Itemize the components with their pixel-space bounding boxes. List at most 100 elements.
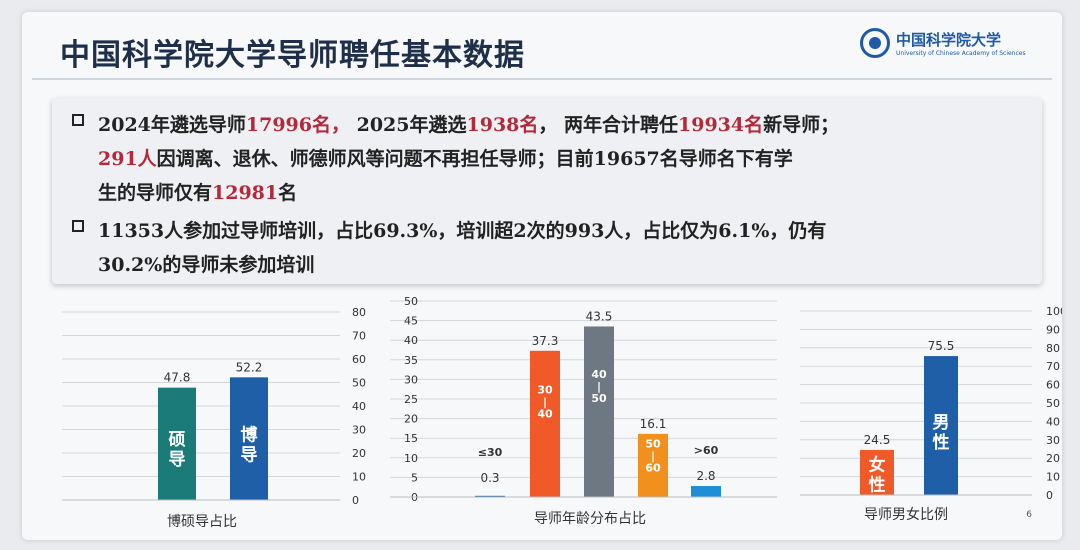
y-tick-label: 45	[404, 315, 418, 328]
y-tick-label: 90	[1046, 323, 1060, 336]
y-tick-label: 0	[1046, 489, 1053, 502]
text-segment: 2025年遴选	[350, 114, 467, 136]
bullet-2: 11353人参加过导师培训，占比69.3%，培训超2次的993人，占比仅为6.1…	[72, 216, 1032, 246]
highlight-removed-count: 291人	[98, 148, 157, 170]
data-label: 2.8	[696, 469, 715, 483]
bar	[691, 486, 721, 497]
y-tick-label: 30	[352, 424, 366, 437]
category-label: 导	[241, 445, 258, 465]
y-tick-label: 10	[352, 471, 366, 484]
square-bullet-icon	[72, 114, 84, 126]
bar	[860, 449, 894, 495]
y-tick-label: 20	[352, 447, 366, 460]
y-tick-label: 0	[352, 494, 359, 507]
y-tick-label: 60	[352, 353, 366, 366]
category-label: |	[597, 380, 601, 393]
bar	[475, 495, 505, 497]
university-logo: 中国科学院大学 University of Chinese Academy of…	[860, 26, 1060, 66]
y-tick-label: 40	[404, 334, 418, 347]
square-bullet-icon	[72, 220, 84, 232]
category-label: |	[543, 396, 547, 409]
y-tick-label: 60	[1046, 379, 1060, 392]
category-label: 30	[537, 384, 553, 397]
bullet-1: 2024年遴选导师17996名， 2025年遴选1938名， 两年合计聘任199…	[72, 110, 1032, 140]
title-divider	[32, 78, 1052, 80]
highlight-total-count: 19934名	[678, 114, 764, 136]
bar	[584, 326, 614, 497]
bar	[530, 350, 560, 497]
category-label: 博	[241, 424, 258, 445]
category-label: |	[651, 450, 655, 463]
bullet-2-line-1: 11353人参加过导师培训，占比69.3%，培训超2次的993人，占比仅为6.1…	[98, 220, 827, 242]
bullet-1-cont-2: 291人因调离、退休、师德师风等问题不再担任导师；目前19657名导师名下有学	[72, 144, 1032, 174]
category-label: >60	[694, 444, 719, 457]
bar	[230, 377, 268, 500]
category-label: 40	[591, 368, 607, 381]
data-label: 52.2	[236, 360, 263, 374]
logo-en-text: University of Chinese Academy of Science…	[896, 50, 1026, 57]
chart-title: 导师男女比例	[864, 506, 948, 523]
y-tick-label: 20	[404, 413, 418, 426]
text-segment: ， 两年合计聘任	[538, 114, 679, 136]
y-tick-label: 80	[352, 306, 366, 319]
category-label: 50	[645, 438, 661, 451]
category-label: 性	[933, 432, 950, 453]
data-label: 37.3	[532, 334, 559, 348]
bullet-2-line-2: 30.2%的导师未参加培训	[98, 254, 315, 276]
logo-cn-text: 中国科学院大学	[896, 31, 1002, 49]
bar	[158, 387, 196, 500]
bullet-1-line-1: 2024年遴选导师17996名， 2025年遴选1938名， 两年合计聘任199…	[98, 110, 839, 137]
y-tick-label: 70	[352, 330, 366, 343]
y-tick-label: 70	[1046, 360, 1060, 373]
data-label: 75.5	[928, 339, 955, 353]
y-tick-label: 15	[404, 432, 418, 445]
page-number: 6	[1026, 510, 1032, 520]
text-segment: 名	[278, 182, 298, 204]
highlight-2024-count: 17996名，	[245, 114, 350, 136]
category-label: ≤30	[478, 446, 503, 459]
y-tick-label: 10	[1046, 471, 1060, 484]
summary-box: 2024年遴选导师17996名， 2025年遴选1938名， 两年合计聘任199…	[52, 98, 1042, 284]
category-label: 50	[591, 392, 607, 405]
chart-title: 博硕导占比	[167, 513, 237, 530]
bar	[638, 433, 668, 497]
highlight-active-count: 12981	[212, 182, 279, 204]
data-label: 0.3	[480, 471, 499, 485]
text-segment: 新导师；	[763, 114, 840, 136]
slide-title: 中国科学院大学导师聘任基本数据	[60, 38, 525, 73]
text-segment: 生的导师仅有	[98, 182, 213, 204]
category-label: 硕	[169, 430, 186, 450]
category-label: 性	[869, 474, 886, 495]
category-label: 导	[169, 450, 186, 470]
y-tick-label: 25	[404, 393, 418, 406]
data-label: 47.8	[164, 371, 191, 385]
slide: 中国科学院大学导师聘任基本数据 中国科学院大学 University of Ch…	[22, 12, 1062, 540]
y-tick-label: 100	[1046, 305, 1062, 318]
y-tick-label: 50	[1046, 397, 1060, 410]
category-label: 60	[645, 462, 661, 475]
data-label: 24.5	[864, 433, 891, 447]
emblem-icon	[860, 28, 890, 58]
y-tick-label: 40	[352, 400, 366, 413]
category-label: 女	[869, 454, 886, 475]
bar	[924, 356, 958, 495]
data-label: 43.5	[586, 309, 613, 323]
bullet-2-cont: 30.2%的导师未参加培训	[72, 250, 1032, 280]
y-tick-label: 30	[1046, 434, 1060, 447]
y-tick-label: 30	[404, 373, 418, 386]
highlight-2025-count: 1938名	[466, 114, 539, 136]
text-segment: 因调离、退休、师德师风等问题不再担任导师；目前19657名导师名下有学	[156, 148, 793, 170]
category-label: 40	[537, 408, 553, 421]
chart-title: 导师年龄分布占比	[534, 511, 646, 527]
y-tick-label: 20	[1046, 452, 1060, 465]
y-tick-label: 5	[411, 471, 418, 484]
y-tick-label: 50	[352, 377, 366, 390]
category-label: 男	[933, 413, 950, 433]
y-tick-label: 40	[1046, 415, 1060, 428]
data-label: 16.1	[640, 417, 667, 431]
text-segment: 2024年遴选导师	[98, 114, 246, 136]
y-tick-label: 80	[1046, 342, 1060, 355]
bullet-1-cont-3: 生的导师仅有12981名	[72, 178, 1032, 208]
y-tick-label: 35	[404, 354, 418, 367]
